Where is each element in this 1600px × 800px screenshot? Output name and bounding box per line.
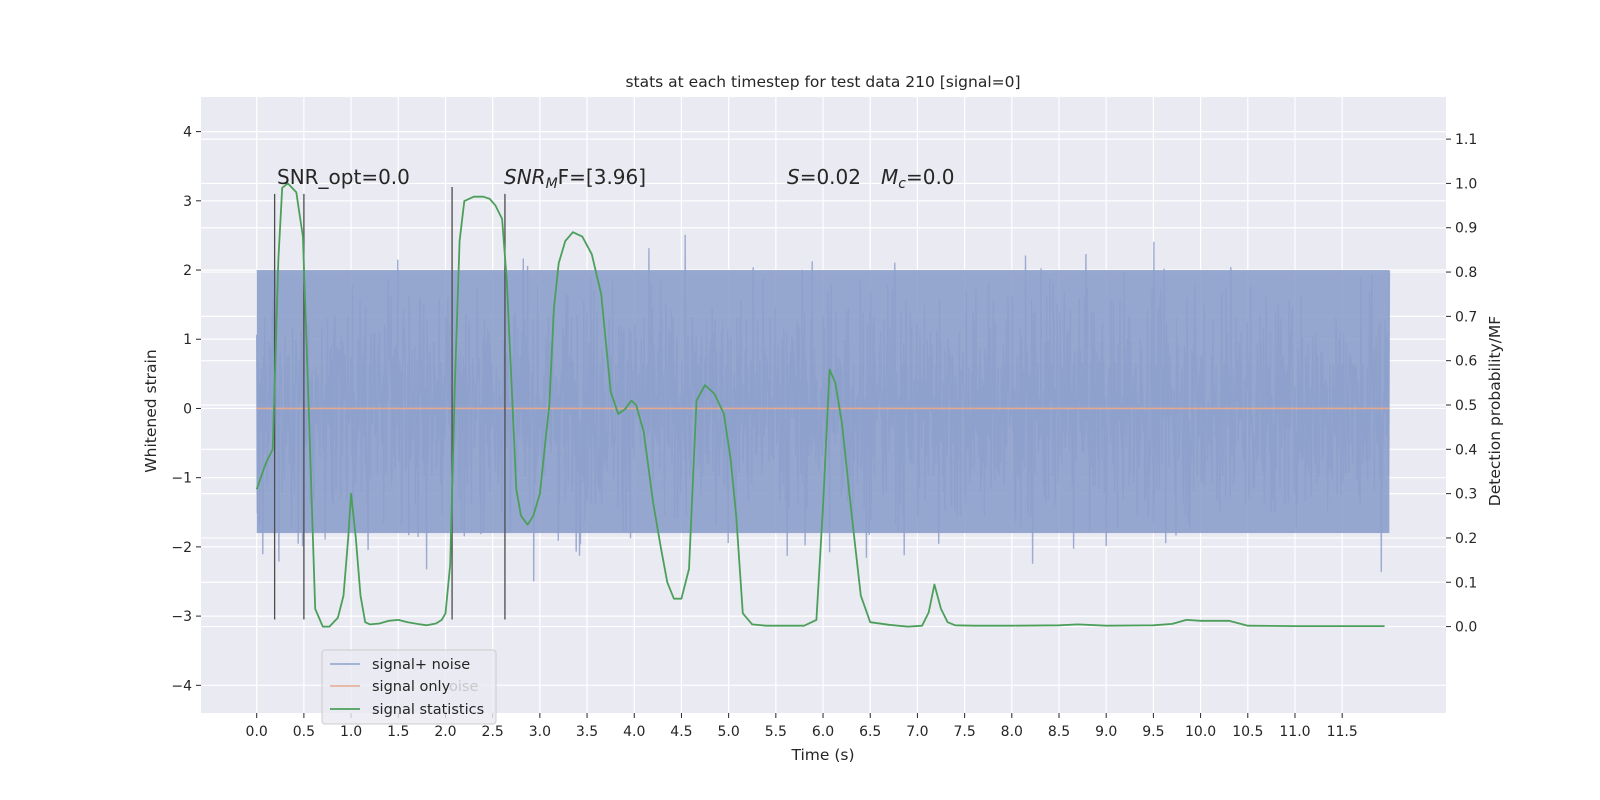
x-tick-label: 5.0	[718, 724, 740, 740]
legend-label-statistics: signal statistics	[372, 702, 484, 718]
x-axis-label: Time (s)	[790, 746, 854, 764]
x-tick-label: 0.0	[246, 724, 268, 740]
statistics-line	[255, 182, 1385, 628]
axes: 0.0 0.5 1.0 1.5 2.0 2.5 3.0 3.5 4.0 4.5 5.0 5.5 6.0 6…	[171, 125, 1477, 740]
annotation-snr-mf-sub: M	[546, 176, 558, 192]
y-left-tick-label: 4	[183, 125, 192, 141]
y-right-tick-label: 0.8	[1455, 265, 1477, 281]
y-right-tick-label: 0.3	[1455, 487, 1477, 503]
legend-ghost-text: oise	[449, 679, 478, 695]
x-tick-label: 10.5	[1232, 724, 1263, 740]
x-tick-label: 11.0	[1279, 724, 1310, 740]
series-signal-statistics	[255, 182, 1385, 628]
x-tick-label: 7.5	[953, 724, 975, 740]
annotation-mc-sub: c	[898, 176, 906, 192]
annotation-s-value: =0.02	[800, 165, 861, 189]
x-tick-label: 9.0	[1095, 724, 1117, 740]
y-right-tick-label: 1.1	[1455, 132, 1477, 148]
x-tick-label: 8.0	[1001, 724, 1023, 740]
annotation-snr-opt: SNR_opt=0.0	[277, 165, 410, 189]
y-right-tick-label: 0.9	[1455, 221, 1477, 237]
y-left-tick-label: 3	[183, 194, 192, 210]
annotation-snr-mf-rest: F=[3.96]	[558, 165, 646, 189]
x-tick-label: 2.0	[434, 724, 456, 740]
x-tick-label: 2.5	[482, 724, 504, 740]
y-left-tick-label: −2	[171, 540, 192, 556]
x-tick-label: 5.5	[765, 724, 787, 740]
annotation-snr-mf-main: SNR	[504, 165, 546, 189]
chart-title: stats at each timestep for test data 210…	[625, 73, 1020, 91]
y-right-tick-label: 1.0	[1455, 176, 1477, 192]
annotation-mc: Mc=0.0	[881, 165, 955, 192]
x-tick-label: 3.0	[529, 724, 551, 740]
y-axis-label-left: Whitened strain	[142, 349, 160, 472]
x-tick-label: 7.0	[906, 724, 928, 740]
legend-label-signal-only: signal only	[372, 679, 451, 695]
x-tick-label: 0.5	[293, 724, 315, 740]
y-right-tick-label: 0.0	[1455, 620, 1477, 636]
x-tick-label: 11.5	[1327, 724, 1358, 740]
y-left-tick-label: 2	[183, 263, 192, 279]
annotation-mc-value: =0.0	[906, 165, 955, 189]
x-tick-label: 8.5	[1048, 724, 1070, 740]
x-tick-label: 10.0	[1185, 724, 1216, 740]
y-axis-label-right: Detection probability/MF	[1486, 316, 1504, 507]
x-tick-label: 4.0	[623, 724, 645, 740]
y-left-tick-label: −1	[171, 471, 192, 487]
y-left-tick-label: 0	[183, 401, 192, 417]
legend-label-noise: signal+ noise	[372, 657, 470, 673]
y-right-tick-label: 0.1	[1455, 575, 1477, 591]
x-tick-label: 1.0	[340, 724, 362, 740]
y-right-tick-label: 0.4	[1455, 442, 1477, 458]
noise-trace	[256, 234, 1391, 582]
annotation-s-label: S	[787, 165, 800, 189]
y-right-tick-label: 0.6	[1455, 354, 1477, 370]
x-tick-label: 1.5	[387, 724, 409, 740]
y-right-tick-label: 0.5	[1455, 398, 1477, 414]
y-right-tick-label: 0.7	[1455, 309, 1477, 325]
y-left-tick-label: 1	[183, 332, 192, 348]
y-left-tick-label: −4	[171, 678, 192, 694]
x-tick-label: 9.5	[1142, 724, 1164, 740]
legend-box	[321, 649, 497, 725]
x-tick-label: 6.0	[812, 724, 834, 740]
x-tick-label: 3.5	[576, 724, 598, 740]
annotation-s: S=0.02	[787, 165, 861, 189]
legend: oise signal+ noise signal only signal st…	[321, 649, 497, 725]
x-tick-label: 6.5	[859, 724, 881, 740]
x-tick-label: 4.5	[670, 724, 692, 740]
y-left-tick-label: −3	[171, 609, 192, 625]
y-right-tick-label: 0.2	[1455, 531, 1477, 547]
annotations: SNR_opt=0.0 SNRMF=[3.96] S=0.02 Mc=0.0	[277, 165, 955, 192]
annotation-mc-label: M	[881, 165, 898, 189]
annotation-snr-mf: SNRMF=[3.96]	[504, 165, 646, 192]
